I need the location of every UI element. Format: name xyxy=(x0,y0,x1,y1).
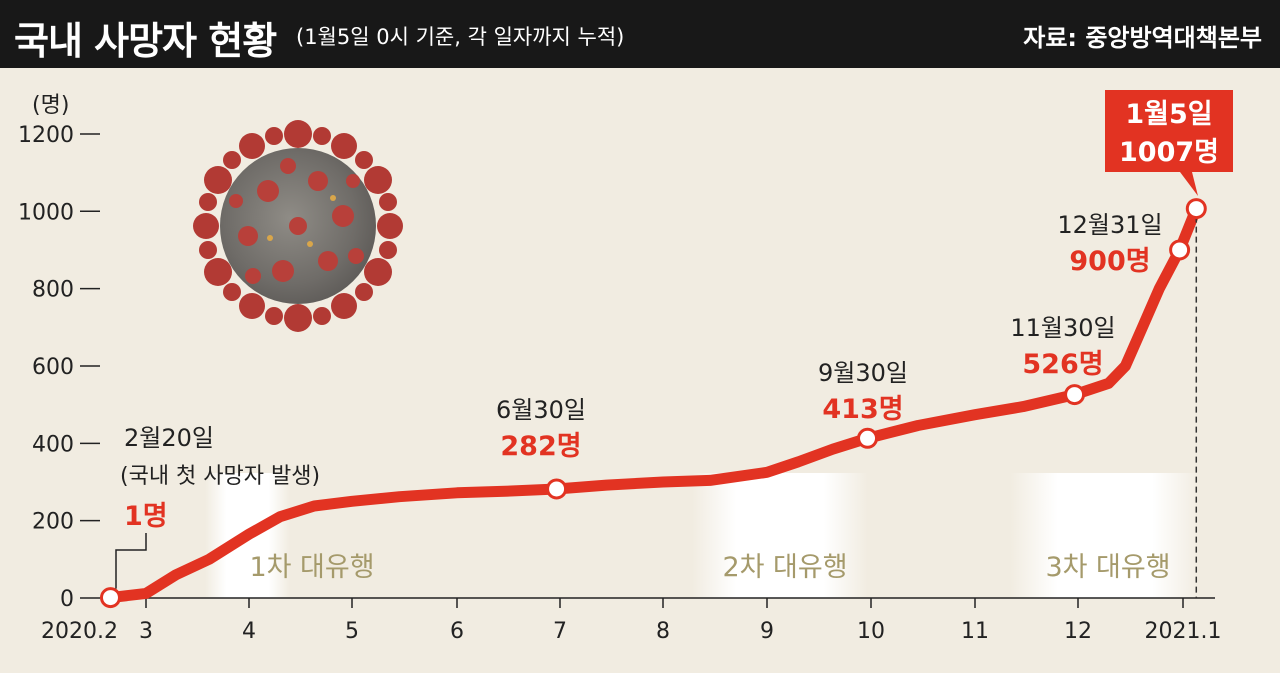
chart-title: 국내 사망자 현황 xyxy=(14,19,277,63)
series-cumulative-deaths xyxy=(105,203,1202,604)
wave-bands: 1차 대유행 2차 대유행 3차 대유행 xyxy=(205,473,1200,598)
data-point-marker xyxy=(99,587,121,609)
y-tick-label: 800 xyxy=(32,278,74,303)
annotation-value: 282명 xyxy=(500,431,581,462)
x-tick-label: 10 xyxy=(857,619,885,644)
x-axis: 2020.2 3 4 5 6 7 8 9 10 11 12 2021.1 xyxy=(41,597,1222,644)
y-unit-label: (명) xyxy=(32,93,69,118)
y-tick-label: 1000 xyxy=(18,200,74,225)
x-tick-label: 7 xyxy=(553,619,567,644)
coronavirus-illustration xyxy=(193,120,403,332)
y-tick-label: 600 xyxy=(32,355,74,380)
chart-subtitle: (1월5일 0시 기준, 각 일자까지 누적) xyxy=(296,25,625,49)
latest-value-box xyxy=(1105,90,1233,172)
wave-band-3 xyxy=(1010,473,1200,598)
x-tick-label: 12 xyxy=(1064,619,1092,644)
data-point-marker xyxy=(1185,198,1207,220)
wave-band-2 xyxy=(692,473,868,598)
latest-value-box-pointer xyxy=(1180,172,1198,196)
annotation-value: 1007명 xyxy=(1119,137,1219,168)
wave-label-3: 3차 대유행 xyxy=(1045,552,1170,583)
x-tick-label: 2021.1 xyxy=(1145,619,1222,644)
x-tick-label: 5 xyxy=(345,619,359,644)
x-tick-label: 4 xyxy=(242,619,256,644)
annotation-date: 12월31일 xyxy=(1057,211,1162,239)
annotations: 2월20일 (국내 첫 사망자 발생) 1명 6월30일 282명 9월30일 413명 11… xyxy=(99,90,1233,609)
annotation-value: 526명 xyxy=(1022,349,1103,380)
y-axis: (명) 0 200 400 600 800 1000 1200 xyxy=(18,93,100,612)
data-point-marker xyxy=(546,478,568,500)
data-point-marker xyxy=(1169,239,1191,261)
annotation-note: (국내 첫 사망자 발생) xyxy=(120,464,320,489)
annotation-leader xyxy=(115,533,147,589)
x-tick-label: 2020.2 xyxy=(41,619,118,644)
y-tick-label: 200 xyxy=(32,510,74,535)
x-tick-label: 3 xyxy=(139,619,153,644)
x-tick-label: 9 xyxy=(760,619,774,644)
wave-label-1: 1차 대유행 xyxy=(249,552,374,583)
y-tick-label: 400 xyxy=(32,432,74,457)
annotation-date: 9월30일 xyxy=(818,359,908,387)
data-point-marker xyxy=(1064,384,1086,406)
x-tick-label: 6 xyxy=(450,619,464,644)
data-point-marker xyxy=(857,427,879,449)
annotation-value: 413명 xyxy=(822,394,903,425)
annotation-date: 1월5일 xyxy=(1125,99,1212,130)
chart-header: 국내 사망자 현황 (1월5일 0시 기준, 각 일자까지 누적) 자료: 중앙… xyxy=(0,0,1280,68)
annotation-value: 1명 xyxy=(124,501,168,532)
death-toll-chart: 1차 대유행 2차 대유행 3차 대유행 (명) 0 200 400 600 800 1000 1… xyxy=(18,90,1233,644)
x-tick-label: 11 xyxy=(961,619,989,644)
annotation-date: 6월30일 xyxy=(496,396,586,424)
wave-label-2: 2차 대유행 xyxy=(722,552,847,583)
y-tick-label: 0 xyxy=(60,587,74,612)
data-source: 자료: 중앙방역대책본부 xyxy=(1023,24,1262,52)
x-tick-label: 8 xyxy=(656,619,670,644)
y-tick-label: 1200 xyxy=(18,123,74,148)
annotation-date: 2월20일 xyxy=(124,424,214,452)
annotation-date: 11월30일 xyxy=(1010,314,1115,342)
annotation-value: 900명 xyxy=(1069,246,1150,277)
series-line xyxy=(105,203,1202,604)
